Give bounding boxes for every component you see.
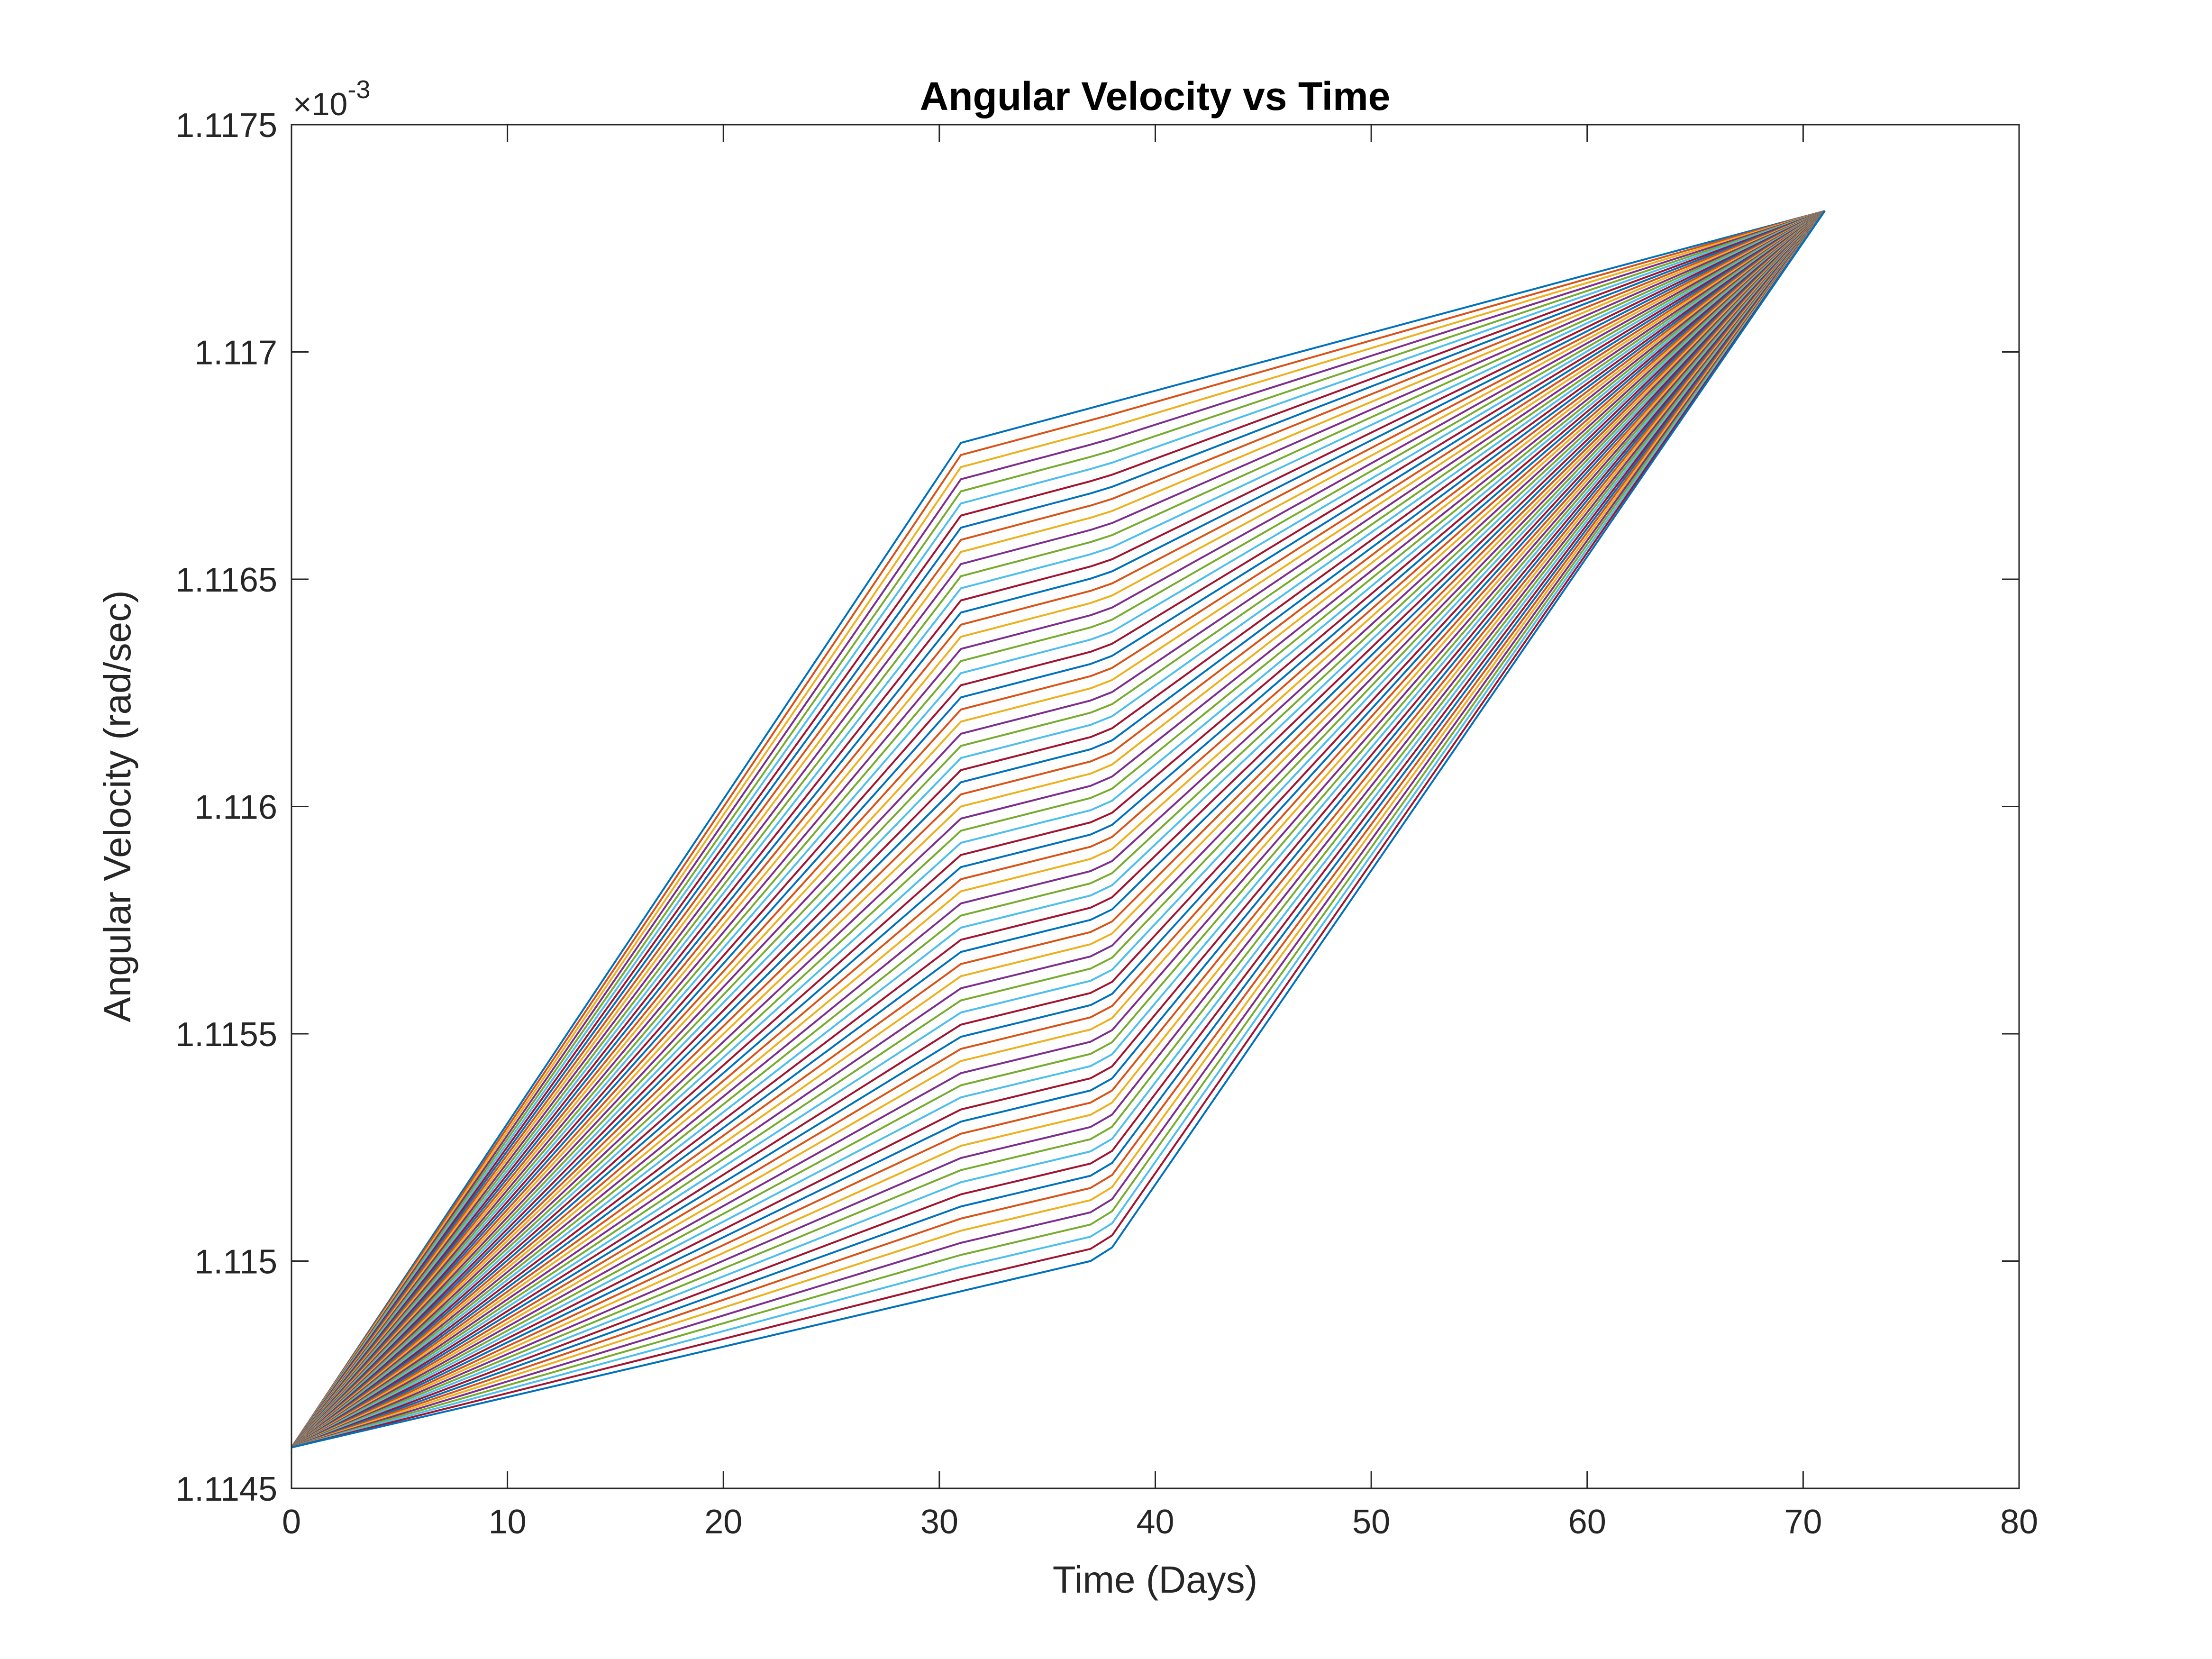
series-line <box>291 210 1825 1448</box>
series-line <box>291 210 1826 1449</box>
series-line <box>291 210 1826 1449</box>
series-line <box>291 210 1826 1449</box>
y-tick-label: 1.1165 <box>175 561 277 599</box>
x-axis-label: Time (Days) <box>1053 1559 1258 1601</box>
x-tick-label: 70 <box>1784 1503 1822 1541</box>
series-line <box>291 210 1826 1449</box>
series-line <box>291 210 1825 1448</box>
series-line <box>291 210 1825 1448</box>
series-line <box>291 210 1826 1449</box>
series-line <box>291 210 1826 1449</box>
series-line <box>291 210 1826 1449</box>
series-line <box>291 210 1825 1448</box>
series-line <box>291 210 1826 1449</box>
series-line <box>291 210 1826 1449</box>
x-tick-label: 10 <box>489 1503 527 1541</box>
series-line <box>291 210 1825 1448</box>
series-line <box>291 210 1826 1449</box>
series-line <box>291 210 1826 1449</box>
series-line <box>291 210 1826 1449</box>
series-line <box>291 210 1825 1448</box>
series-line <box>291 210 1825 1448</box>
y-tick-label: 1.1155 <box>175 1016 277 1054</box>
series-line <box>291 210 1826 1449</box>
series-line <box>291 210 1826 1449</box>
x-tick-label: 40 <box>1136 1503 1174 1541</box>
series-line <box>291 210 1826 1449</box>
y-axis-label: Angular Velocity (rad/sec) <box>96 590 138 1022</box>
series-line <box>291 210 1825 1449</box>
series-line <box>291 210 1826 1449</box>
series-line <box>291 210 1826 1449</box>
series-line <box>291 210 1826 1449</box>
y-tick-label: 1.115 <box>194 1243 277 1281</box>
series-line <box>291 210 1825 1448</box>
series-line <box>291 210 1826 1449</box>
series-line <box>291 210 1826 1449</box>
series-line <box>291 210 1825 1448</box>
series-line <box>291 210 1826 1449</box>
series-line <box>291 210 1825 1449</box>
series-line <box>291 210 1826 1449</box>
y-axis-multiplier-base: ×10 <box>293 86 347 122</box>
series-line <box>291 210 1826 1449</box>
series-layer <box>291 210 1826 1449</box>
series-line <box>291 210 1826 1449</box>
y-axis-multiplier: ×10-3 <box>293 75 370 122</box>
series-line <box>291 210 1826 1449</box>
series-line <box>291 210 1825 1448</box>
series-line <box>291 210 1826 1449</box>
series-line <box>291 210 1826 1449</box>
y-axis-multiplier-exponent: -3 <box>347 75 370 104</box>
series-line <box>291 210 1826 1449</box>
series-line <box>291 210 1826 1449</box>
series-line <box>291 210 1825 1448</box>
x-tick-label: 80 <box>2000 1503 2038 1541</box>
series-line <box>291 210 1825 1448</box>
x-tick-label: 60 <box>1568 1503 1606 1541</box>
series-line <box>291 210 1825 1448</box>
series-line <box>291 210 1826 1449</box>
y-tick-label: 1.116 <box>194 789 277 827</box>
series-line <box>291 210 1826 1449</box>
series-line <box>291 210 1826 1449</box>
series-line <box>291 210 1826 1449</box>
series-line <box>291 210 1826 1449</box>
chart-title: Angular Velocity vs Time <box>920 74 1391 118</box>
series-line <box>291 210 1826 1449</box>
x-tick-label: 50 <box>1352 1503 1390 1541</box>
series-line <box>291 210 1825 1449</box>
series-line <box>291 210 1826 1449</box>
tick-layer: 0 10 20 30 40 50 60 70 80 1.1145 1.115 1.1155 1.116 1… <box>175 107 2038 1541</box>
series-line <box>291 210 1826 1449</box>
series-line <box>291 210 1825 1448</box>
y-tick-label: 1.1175 <box>175 107 277 145</box>
x-tick-label: 0 <box>282 1503 301 1541</box>
series-line <box>291 210 1826 1449</box>
x-tick-label: 30 <box>920 1503 958 1541</box>
series-line <box>291 210 1826 1449</box>
y-tick-label: 1.1145 <box>175 1470 277 1508</box>
series-line <box>291 210 1826 1449</box>
series-line <box>291 210 1826 1449</box>
y-tick-label: 1.117 <box>194 334 277 372</box>
series-line <box>291 210 1825 1449</box>
series-line <box>291 210 1826 1449</box>
series-line <box>291 210 1825 1448</box>
series-line <box>291 210 1826 1449</box>
x-tick-label: 20 <box>704 1503 742 1541</box>
series-line <box>291 210 1825 1448</box>
series-line <box>291 210 1825 1448</box>
series-line <box>291 210 1826 1449</box>
series-line <box>291 210 1826 1449</box>
series-line <box>291 210 1826 1449</box>
series-line <box>291 210 1826 1449</box>
series-line <box>291 210 1825 1448</box>
series-line <box>291 210 1825 1448</box>
series-line <box>291 210 1826 1449</box>
